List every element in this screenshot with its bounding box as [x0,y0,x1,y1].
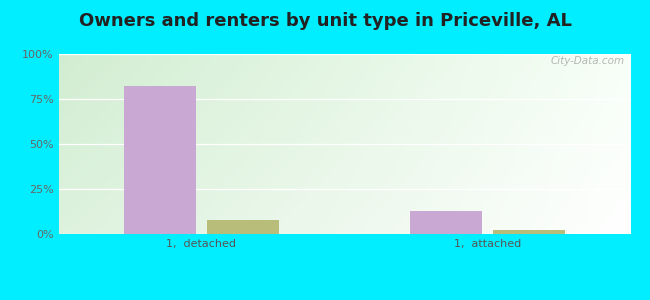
Bar [124,86,196,234]
Bar [493,230,565,234]
Bar [410,211,482,234]
Bar [207,220,279,234]
Text: Owners and renters by unit type in Priceville, AL: Owners and renters by unit type in Price… [79,12,571,30]
Text: City-Data.com: City-Data.com [551,56,625,66]
